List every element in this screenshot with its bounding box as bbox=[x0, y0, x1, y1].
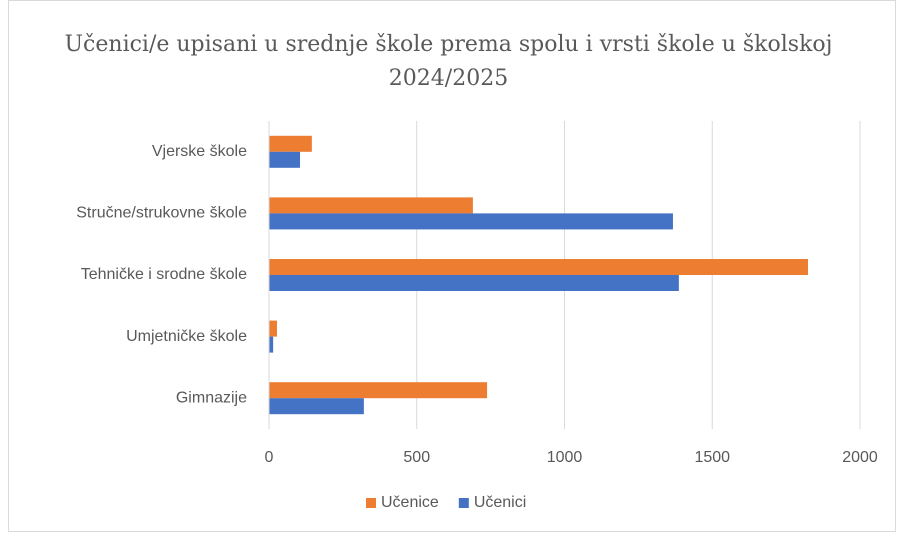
y-tick-label: Vjerske škole bbox=[152, 143, 247, 160]
y-tick-label: Stručne/strukovne škole bbox=[76, 205, 247, 222]
chart-border bbox=[8, 0, 896, 532]
x-tick-label: 500 bbox=[403, 449, 430, 466]
y-tick-label: Gimnazije bbox=[176, 389, 247, 406]
y-tick-label: Umjetničke škole bbox=[126, 328, 247, 345]
legend-swatch bbox=[366, 498, 376, 508]
x-tick-label: 0 bbox=[265, 449, 274, 466]
x-tick-label: 1500 bbox=[694, 449, 730, 466]
legend-label: Učenici bbox=[474, 494, 526, 511]
y-tick-label: Tehničke i srodne škole bbox=[81, 266, 247, 283]
bar bbox=[269, 259, 808, 275]
x-tick-label: 2000 bbox=[842, 449, 878, 466]
bar bbox=[269, 213, 673, 230]
bar bbox=[269, 398, 364, 415]
legend-label: Učenice bbox=[381, 494, 439, 511]
chart-title: Učenici/e upisani u srednje škole prema … bbox=[64, 32, 833, 91]
bar bbox=[269, 275, 679, 291]
bar bbox=[269, 197, 473, 214]
bar bbox=[269, 320, 277, 337]
bar bbox=[269, 135, 312, 152]
legend-swatch bbox=[458, 498, 469, 508]
bar bbox=[269, 336, 274, 353]
x-tick-label: 1000 bbox=[547, 449, 583, 466]
bar bbox=[269, 382, 488, 399]
bar bbox=[269, 151, 301, 168]
